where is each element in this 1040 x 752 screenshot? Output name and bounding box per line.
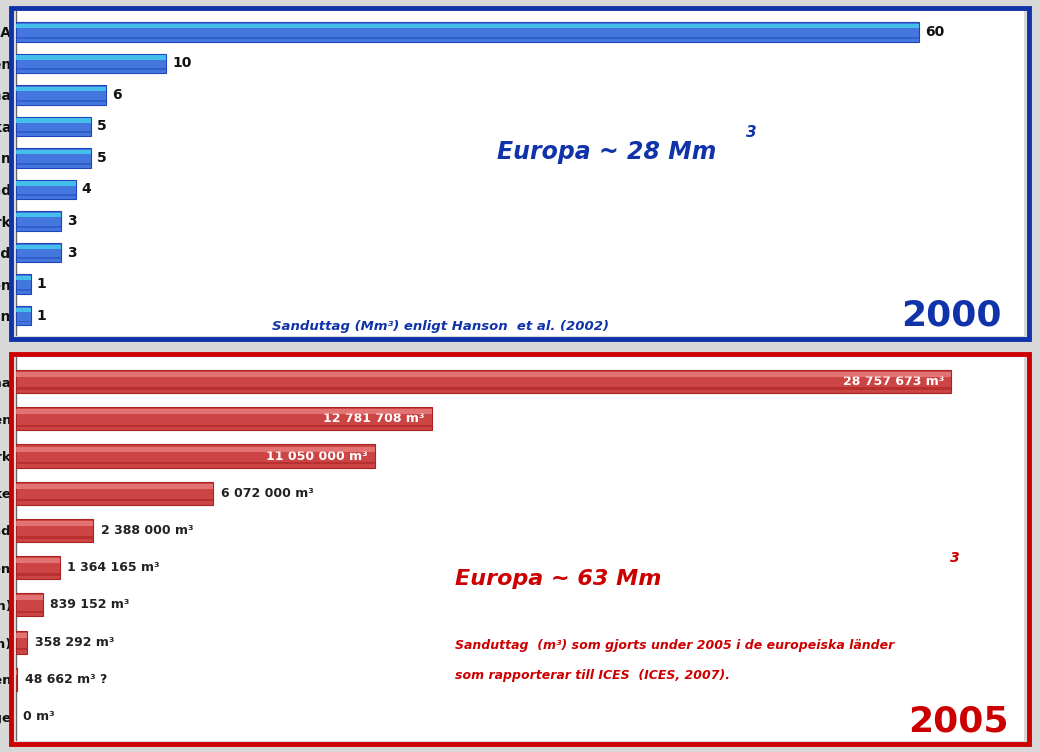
Bar bbox=[16, 387, 952, 390]
Bar bbox=[16, 274, 30, 294]
Bar bbox=[16, 408, 432, 430]
Bar bbox=[16, 574, 60, 576]
Bar bbox=[16, 243, 60, 262]
Bar bbox=[16, 150, 90, 154]
Bar bbox=[16, 668, 18, 691]
Bar bbox=[16, 118, 90, 123]
Text: 2005: 2005 bbox=[908, 704, 1008, 738]
Bar bbox=[16, 226, 60, 228]
Bar bbox=[16, 685, 18, 687]
Bar bbox=[16, 444, 375, 468]
Text: 2000: 2000 bbox=[902, 299, 1002, 333]
Bar bbox=[16, 22, 919, 41]
Text: 1 364 165 m³: 1 364 165 m³ bbox=[68, 561, 160, 575]
Text: 1: 1 bbox=[36, 277, 47, 291]
Text: 11 050 000 m³: 11 050 000 m³ bbox=[266, 450, 368, 462]
Bar bbox=[16, 180, 76, 199]
Text: 10: 10 bbox=[173, 56, 191, 71]
Bar bbox=[16, 425, 432, 427]
Text: Sanduttag (Mm³) enligt Hanson  et al. (2002): Sanduttag (Mm³) enligt Hanson et al. (20… bbox=[271, 320, 608, 333]
Bar bbox=[16, 100, 106, 102]
Bar bbox=[16, 163, 90, 165]
Text: som rapporterar till ICES  (ICES, 2007).: som rapporterar till ICES (ICES, 2007). bbox=[454, 669, 730, 682]
Bar bbox=[16, 482, 213, 505]
Bar bbox=[16, 499, 213, 502]
Bar bbox=[16, 308, 30, 312]
Bar bbox=[16, 631, 27, 653]
Bar bbox=[16, 37, 919, 38]
Bar bbox=[16, 372, 952, 378]
Text: 6 072 000 m³: 6 072 000 m³ bbox=[220, 487, 313, 500]
Bar bbox=[16, 632, 27, 638]
Text: 1: 1 bbox=[36, 308, 47, 323]
Bar bbox=[16, 68, 166, 70]
Text: 28 757 673 m³: 28 757 673 m³ bbox=[842, 375, 944, 388]
Bar bbox=[16, 24, 919, 28]
Text: 48 662 m³ ?: 48 662 m³ ? bbox=[25, 673, 107, 686]
Text: 3: 3 bbox=[950, 551, 959, 566]
Bar bbox=[16, 56, 166, 59]
Bar bbox=[16, 320, 30, 323]
Bar bbox=[16, 53, 166, 73]
Text: Sanduttag  (m³) som gjorts under 2005 i de europeiska länder: Sanduttag (m³) som gjorts under 2005 i d… bbox=[454, 639, 894, 652]
Bar bbox=[16, 462, 375, 464]
Bar bbox=[16, 611, 43, 613]
Text: 4: 4 bbox=[82, 183, 92, 196]
Bar bbox=[16, 536, 94, 538]
Bar bbox=[16, 244, 60, 249]
Bar bbox=[16, 409, 432, 414]
Text: 5: 5 bbox=[97, 151, 107, 165]
Text: 3: 3 bbox=[67, 246, 76, 259]
Bar bbox=[16, 648, 27, 650]
Bar bbox=[16, 213, 60, 217]
Text: 60: 60 bbox=[925, 25, 944, 39]
Bar bbox=[16, 86, 106, 91]
Bar bbox=[16, 132, 90, 133]
Bar bbox=[16, 558, 60, 563]
Bar bbox=[16, 181, 76, 186]
Bar bbox=[16, 593, 43, 617]
Text: 12 781 708 m³: 12 781 708 m³ bbox=[322, 412, 424, 426]
Bar bbox=[16, 596, 43, 601]
Text: 839 152 m³: 839 152 m³ bbox=[50, 599, 130, 611]
Bar bbox=[16, 521, 94, 526]
Text: Europa ~ 63 Mm: Europa ~ 63 Mm bbox=[454, 569, 661, 589]
Text: Europa ~ 28 Mm: Europa ~ 28 Mm bbox=[497, 140, 717, 164]
Bar bbox=[16, 276, 30, 280]
Text: 3: 3 bbox=[67, 214, 76, 228]
Bar bbox=[16, 194, 76, 196]
Bar bbox=[16, 289, 30, 291]
Bar bbox=[16, 447, 375, 452]
Text: 6: 6 bbox=[112, 88, 122, 102]
Bar bbox=[16, 257, 60, 259]
Bar bbox=[16, 484, 213, 489]
Bar bbox=[16, 519, 94, 542]
Bar bbox=[16, 148, 90, 168]
Bar bbox=[16, 556, 60, 579]
Text: 358 292 m³: 358 292 m³ bbox=[34, 635, 114, 648]
Text: 0 m³: 0 m³ bbox=[23, 710, 55, 723]
Bar bbox=[16, 211, 60, 231]
Text: 3: 3 bbox=[746, 126, 756, 140]
Text: 5: 5 bbox=[97, 120, 107, 133]
Bar bbox=[16, 370, 952, 393]
Bar bbox=[16, 306, 30, 326]
Bar bbox=[16, 670, 18, 675]
Bar bbox=[16, 85, 106, 105]
Bar bbox=[16, 117, 90, 136]
Text: 2 388 000 m³: 2 388 000 m³ bbox=[101, 524, 193, 537]
